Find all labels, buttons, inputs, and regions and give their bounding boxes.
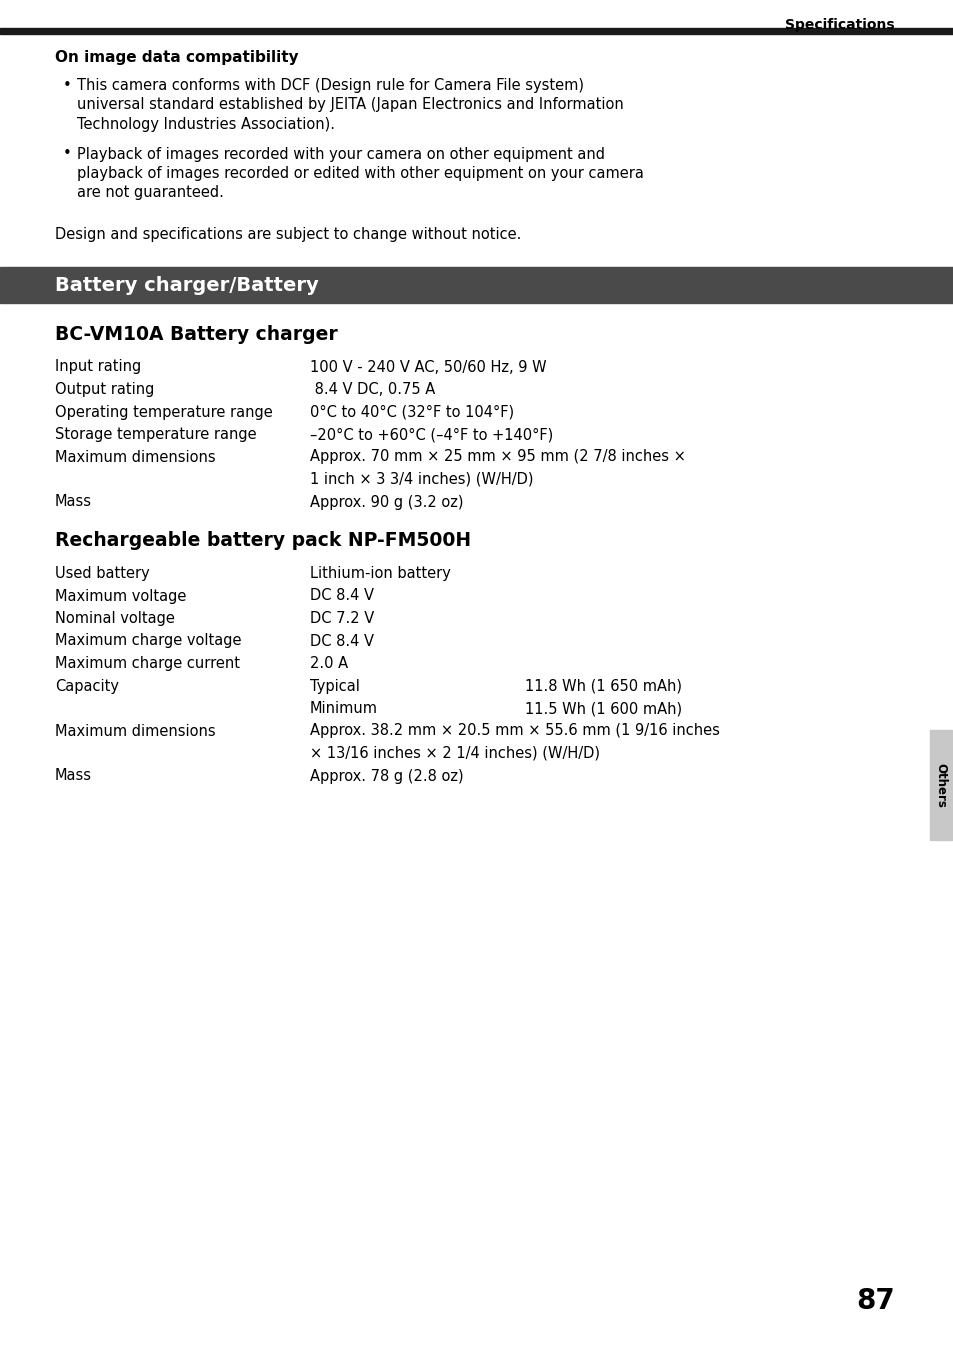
Text: Others: Others [934, 763, 946, 807]
Text: Playback of images recorded with your camera on other equipment and: Playback of images recorded with your ca… [77, 147, 604, 161]
Text: Maximum charge voltage: Maximum charge voltage [55, 633, 241, 648]
Text: Operating temperature range: Operating temperature range [55, 405, 273, 420]
Text: 2.0 A: 2.0 A [310, 656, 348, 671]
Text: •: • [63, 78, 71, 93]
Text: DC 7.2 V: DC 7.2 V [310, 611, 374, 625]
Text: Storage temperature range: Storage temperature range [55, 426, 256, 443]
Text: Nominal voltage: Nominal voltage [55, 611, 174, 625]
Text: 11.8 Wh (1 650 mAh): 11.8 Wh (1 650 mAh) [524, 678, 681, 694]
Text: Battery charger/Battery: Battery charger/Battery [55, 276, 318, 295]
Text: Typical: Typical [310, 678, 359, 694]
Text: 11.5 Wh (1 600 mAh): 11.5 Wh (1 600 mAh) [524, 701, 681, 716]
Text: Maximum voltage: Maximum voltage [55, 589, 186, 604]
Bar [0, 28, 953, 34]
Text: 87: 87 [856, 1287, 894, 1315]
Text: Approx. 90 g (3.2 oz): Approx. 90 g (3.2 oz) [310, 495, 463, 510]
Text: Lithium-ion battery: Lithium-ion battery [310, 566, 451, 581]
Text: Maximum charge current: Maximum charge current [55, 656, 240, 671]
Text: DC 8.4 V: DC 8.4 V [310, 633, 374, 648]
Text: Approx. 38.2 mm × 20.5 mm × 55.6 mm (1 9/16 inches: Approx. 38.2 mm × 20.5 mm × 55.6 mm (1 9… [310, 724, 720, 738]
Text: On image data compatibility: On image data compatibility [55, 50, 298, 65]
Text: 1 inch × 3 3/4 inches) (W/H/D): 1 inch × 3 3/4 inches) (W/H/D) [310, 472, 533, 487]
Text: are not guaranteed.: are not guaranteed. [77, 186, 224, 200]
Text: Used battery: Used battery [55, 566, 150, 581]
Text: Minimum: Minimum [310, 701, 377, 716]
Text: playback of images recorded or edited with other equipment on your camera: playback of images recorded or edited wi… [77, 165, 643, 182]
Text: Approx. 70 mm × 25 mm × 95 mm (2 7/8 inches ×: Approx. 70 mm × 25 mm × 95 mm (2 7/8 inc… [310, 449, 685, 464]
Text: 100 V - 240 V AC, 50/60 Hz, 9 W: 100 V - 240 V AC, 50/60 Hz, 9 W [310, 359, 546, 374]
Text: –20°C to +60°C (–4°F to +140°F): –20°C to +60°C (–4°F to +140°F) [310, 426, 553, 443]
Text: BC-VM10A Battery charger: BC-VM10A Battery charger [55, 324, 337, 343]
Text: Approx. 78 g (2.8 oz): Approx. 78 g (2.8 oz) [310, 768, 463, 784]
Bar [0, 266, 953, 303]
Bar [929, 730, 951, 841]
Text: Technology Industries Association).: Technology Industries Association). [77, 117, 335, 132]
Text: Design and specifications are subject to change without notice.: Design and specifications are subject to… [55, 227, 521, 242]
Text: This camera conforms with DCF (Design rule for Camera File system): This camera conforms with DCF (Design ru… [77, 78, 583, 93]
Text: Capacity: Capacity [55, 678, 119, 694]
Text: Mass: Mass [55, 495, 91, 510]
Text: Mass: Mass [55, 768, 91, 784]
Text: Maximum dimensions: Maximum dimensions [55, 724, 215, 738]
Text: 8.4 V DC, 0.75 A: 8.4 V DC, 0.75 A [310, 382, 435, 397]
Text: DC 8.4 V: DC 8.4 V [310, 589, 374, 604]
Text: Output rating: Output rating [55, 382, 154, 397]
Text: × 13/16 inches × 2 1/4 inches) (W/H/D): × 13/16 inches × 2 1/4 inches) (W/H/D) [310, 746, 599, 761]
Text: 0°C to 40°C (32°F to 104°F): 0°C to 40°C (32°F to 104°F) [310, 405, 514, 420]
Text: universal standard established by JEITA (Japan Electronics and Information: universal standard established by JEITA … [77, 97, 623, 113]
Text: Rechargeable battery pack NP-FM500H: Rechargeable battery pack NP-FM500H [55, 531, 471, 550]
Text: Input rating: Input rating [55, 359, 141, 374]
Text: Maximum dimensions: Maximum dimensions [55, 449, 215, 464]
Text: Specifications: Specifications [784, 17, 894, 32]
Text: •: • [63, 147, 71, 161]
